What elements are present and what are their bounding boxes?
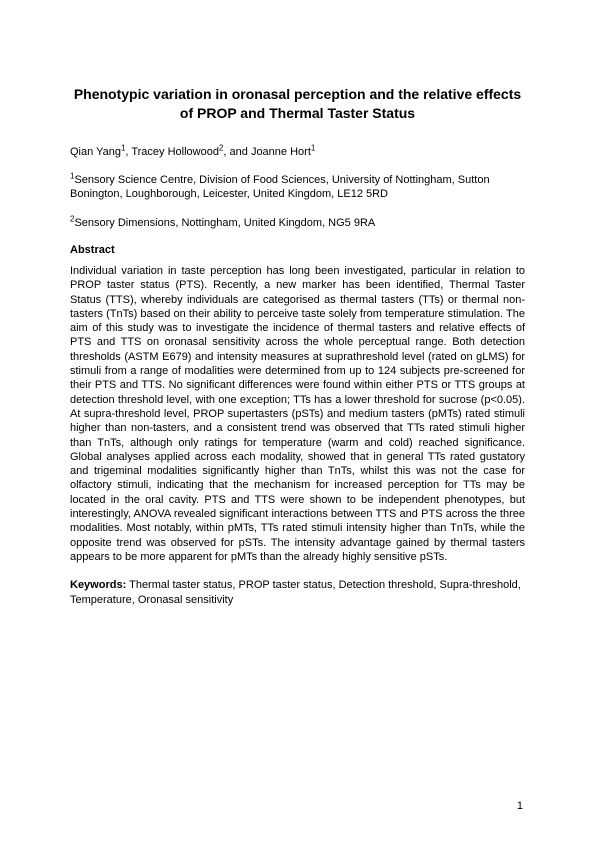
affiliation-1: 1Sensory Science Centre, Division of Foo… bbox=[70, 173, 525, 202]
page-number: 1 bbox=[517, 800, 523, 812]
keywords-label: Keywords: bbox=[70, 579, 126, 591]
keywords-text: Thermal taster status, PROP taster statu… bbox=[70, 579, 521, 605]
keywords-line: Keywords: Thermal taster status, PROP ta… bbox=[70, 578, 525, 607]
affiliation-2: 2Sensory Dimensions, Nottingham, United … bbox=[70, 216, 525, 230]
authors-line: Qian Yang1, Tracey Hollowood2, and Joann… bbox=[70, 145, 525, 159]
abstract-body: Individual variation in taste perception… bbox=[70, 264, 525, 564]
abstract-heading: Abstract bbox=[70, 244, 525, 256]
paper-title: Phenotypic variation in oronasal percept… bbox=[70, 85, 525, 123]
